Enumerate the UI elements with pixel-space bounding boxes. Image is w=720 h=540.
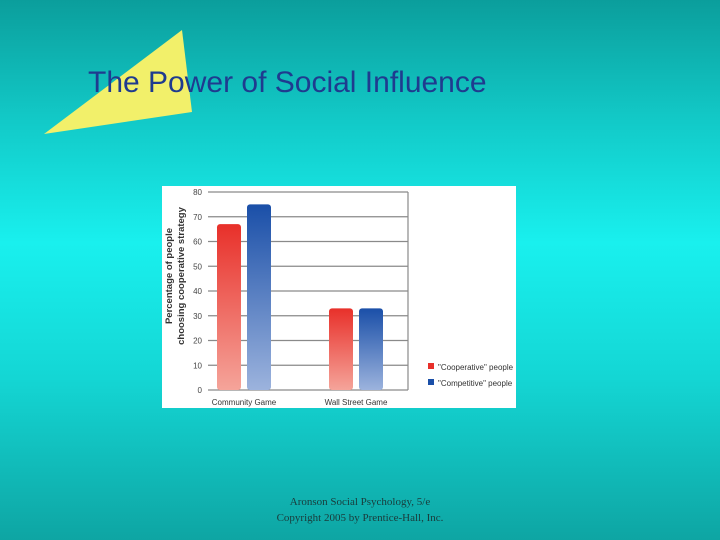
footer-line-2: Copyright 2005 by Prentice-Hall, Inc.: [276, 512, 444, 524]
y-tick-label: 60: [193, 238, 202, 247]
legend-swatch: [428, 379, 434, 385]
accent-triangle: [44, 30, 192, 134]
y-tick-label: 80: [193, 188, 202, 197]
y-tick-label: 40: [193, 287, 202, 296]
footer-line-1: Aronson Social Psychology, 5/e: [289, 496, 431, 508]
bar-competitive-0: [247, 204, 271, 390]
x-category-label: Community Game: [212, 398, 277, 407]
bar-competitive-1: [359, 308, 383, 390]
y-tick-label: 10: [193, 361, 202, 370]
chart-panel: 0 10 20 30 40 50 60 70 80 Community Game Wall Str…: [162, 186, 516, 408]
bar-cooperative-1: [329, 308, 353, 390]
slide-title: The Power of Social Influence: [88, 66, 487, 99]
bar-cooperative-0: [217, 224, 241, 390]
bar-chart: 0 10 20 30 40 50 60 70 80 Community Game Wall Str…: [164, 188, 514, 407]
legend-label: "Cooperative" people: [438, 363, 514, 372]
x-category-label: Wall Street Game: [325, 398, 388, 407]
y-axis-label-line1: Percentage of people: [164, 228, 175, 324]
y-tick-label: 0: [198, 386, 203, 395]
y-axis-label-line2: choosing cooperative strategy: [176, 206, 187, 345]
y-tick-label: 20: [193, 337, 202, 346]
legend-swatch: [428, 363, 434, 369]
slide-footer: Aronson Social Psychology, 5/e Copyright…: [160, 494, 560, 526]
legend-label: "Competitive" people: [438, 379, 513, 388]
y-tick-label: 30: [193, 312, 202, 321]
y-tick-label: 50: [193, 262, 202, 271]
y-tick-label: 70: [193, 213, 202, 222]
